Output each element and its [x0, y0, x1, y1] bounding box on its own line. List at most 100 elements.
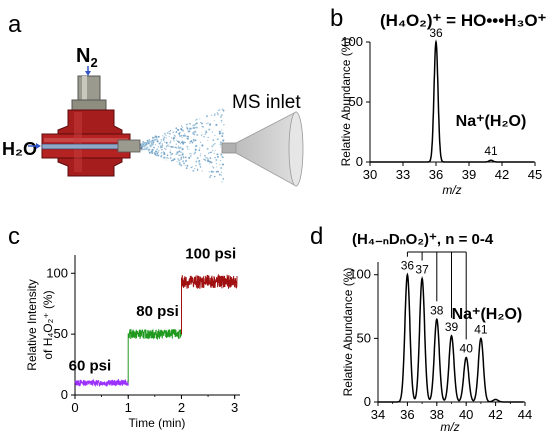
spray-droplet	[221, 163, 225, 166]
h2o-label: H₂O	[2, 139, 37, 159]
spray-droplet	[220, 119, 223, 122]
gas-tube	[71, 75, 107, 111]
spray-droplet	[178, 132, 181, 135]
spray-droplet	[204, 155, 206, 157]
x-tick-label: 0	[71, 400, 78, 415]
spray-droplet	[169, 157, 172, 160]
spray-droplet	[155, 150, 157, 153]
spray-droplet	[207, 122, 209, 124]
spray-droplet	[199, 141, 202, 144]
spray-droplet	[209, 157, 212, 159]
spray-droplet	[158, 149, 160, 152]
spray-droplet	[221, 171, 222, 173]
spray-droplet	[178, 159, 180, 161]
spray-droplet	[215, 159, 218, 161]
panel-b-title: (H₄O₂)⁺ = HO•••H₃O⁺	[380, 11, 547, 30]
tee-union	[41, 109, 131, 177]
spray-droplet	[153, 152, 155, 154]
spray-droplet	[170, 137, 173, 139]
spray-droplet	[219, 159, 222, 162]
spectrum-line-b	[370, 39, 534, 163]
spray-droplet	[168, 132, 171, 135]
spray-droplet	[175, 127, 178, 130]
spray-droplet	[169, 151, 172, 154]
spray-droplet	[212, 170, 215, 173]
spray-droplet	[141, 143, 143, 146]
peak-label: 40	[460, 341, 474, 355]
peak-label: 39	[445, 320, 459, 334]
spray-droplet	[188, 148, 190, 150]
spray-droplet	[214, 134, 216, 137]
spray-droplet	[201, 134, 203, 136]
spray-droplet	[180, 128, 183, 131]
spray-droplet	[142, 142, 145, 144]
spray-droplet	[214, 113, 216, 115]
spray-droplet	[169, 141, 172, 144]
spray-droplet	[186, 145, 189, 148]
spray-droplet	[211, 165, 214, 167]
spray-droplet	[165, 137, 167, 139]
spray-droplet	[220, 174, 223, 176]
spray-droplet	[159, 145, 163, 148]
spray-droplet	[196, 157, 199, 160]
spray-droplet	[173, 140, 175, 142]
spray-droplet	[206, 115, 208, 117]
spray-droplet	[154, 147, 156, 149]
y-tick-label: 100	[46, 265, 68, 280]
panel-d-ylabel: Relative Abundance (%)	[341, 268, 355, 397]
spray-droplet	[180, 158, 183, 160]
spray-droplet	[206, 160, 208, 162]
spray-droplet	[182, 134, 186, 137]
spray-droplet	[181, 140, 183, 143]
spray-droplet	[180, 156, 183, 159]
spray-droplet	[186, 137, 189, 140]
spray-droplet	[189, 142, 191, 144]
spray-droplet	[205, 157, 207, 159]
spray-droplet	[148, 140, 151, 143]
spray-droplet	[161, 156, 163, 158]
spray-droplet	[184, 142, 186, 144]
spray-droplet	[213, 139, 215, 141]
spray-droplet	[164, 148, 167, 151]
x-tick-label: 42	[488, 407, 502, 422]
spray-droplet	[150, 141, 152, 143]
spray-droplet	[189, 155, 192, 157]
spray-droplet	[221, 155, 224, 158]
n2-arrow-head	[85, 71, 91, 76]
spray-droplet	[221, 121, 223, 123]
spray-droplet	[165, 134, 167, 137]
spray-droplet	[212, 167, 215, 169]
spray-droplet	[178, 150, 181, 153]
spray-droplet	[184, 164, 186, 167]
spray-droplet	[220, 116, 222, 118]
spray-droplet	[182, 152, 184, 154]
spray-droplet	[198, 149, 201, 152]
spray-droplet	[151, 152, 154, 154]
spray-droplet	[177, 145, 179, 147]
spray-droplet	[208, 163, 211, 165]
spray-droplet	[191, 153, 193, 155]
spray-droplet	[176, 139, 178, 141]
spray-droplet	[141, 145, 144, 148]
spray-droplet	[179, 142, 182, 145]
ms-inlet-label: MS inlet	[232, 92, 301, 113]
spray-droplet	[186, 126, 188, 129]
spray-droplet	[206, 123, 208, 125]
spray-droplet	[178, 161, 181, 164]
x-tick-label: 34	[371, 407, 385, 422]
peak-label: 38	[430, 303, 444, 317]
spray-droplet	[190, 166, 192, 169]
panel-a-letter: a	[8, 11, 22, 38]
spray-droplet	[180, 164, 183, 167]
spray-droplet	[169, 130, 172, 132]
spray-droplet	[157, 151, 159, 153]
spray-droplet	[217, 170, 219, 173]
spray-droplet	[170, 160, 173, 162]
spray-droplet	[181, 135, 183, 137]
spray-droplet	[222, 139, 225, 142]
spray-droplet	[165, 159, 167, 161]
x-tick-label: 42	[495, 167, 509, 182]
spray-droplet	[199, 155, 201, 157]
spray-droplet	[152, 143, 155, 145]
